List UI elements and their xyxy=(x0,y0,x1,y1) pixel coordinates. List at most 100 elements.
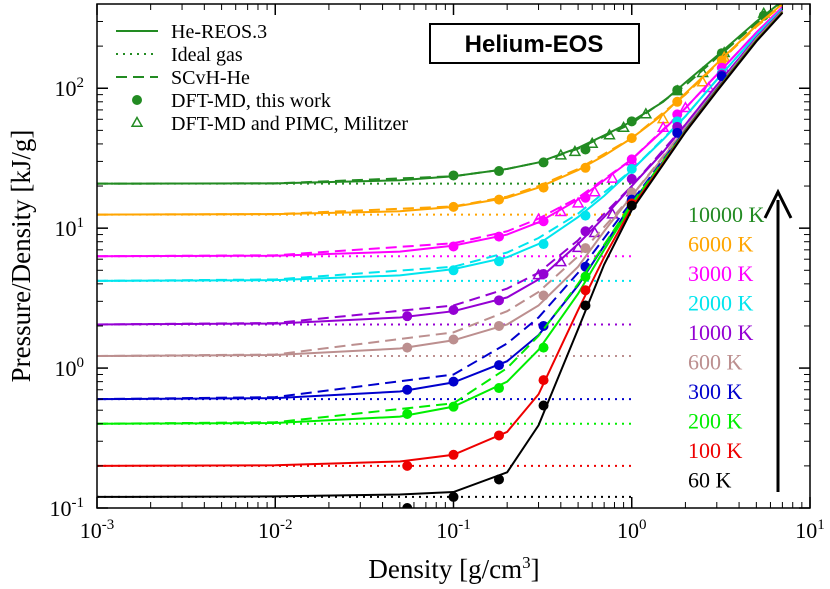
dft-point-600-k-0 xyxy=(402,342,413,353)
dft-point-200-k-3 xyxy=(538,342,549,353)
dft-point-6000-k-1 xyxy=(494,194,505,205)
y-tick-label: 10-1 xyxy=(50,495,85,521)
militzer-point-10000-k-4 xyxy=(617,120,630,133)
dft-point-2000-k-3 xyxy=(580,210,591,221)
x-tick-label: 100 xyxy=(617,517,647,543)
dft-point-3000-k-4 xyxy=(626,154,637,165)
chart-title-frame xyxy=(429,23,640,64)
militzer-point-3000-k-1 xyxy=(554,205,568,217)
temp-label-300-k: 300 K xyxy=(688,379,743,404)
dft-point-1000-k-2 xyxy=(494,295,505,306)
dft-point-10000-k-2 xyxy=(538,157,549,168)
x-tick-label: 10-2 xyxy=(258,517,293,543)
dft-point-2000-k-1 xyxy=(494,256,505,267)
militzer-point-10000-k-2 xyxy=(585,136,599,148)
dft-point-60-k-2 xyxy=(494,474,505,485)
dft-point-3000-k-3 xyxy=(580,192,591,203)
militzer-point-3000-k-2 xyxy=(571,196,585,208)
dft-point-100-k-2 xyxy=(494,430,505,441)
y-tick-label: 100 xyxy=(55,355,85,381)
temp-label-600-k: 600 K xyxy=(688,350,743,375)
militzer-point-3000-k-6 xyxy=(656,120,670,133)
plot-area xyxy=(97,4,784,508)
dft-point-300-k-7 xyxy=(716,71,727,82)
dft-point-300-k-0 xyxy=(402,384,413,395)
militzer-point-1000-k-2 xyxy=(571,241,585,253)
y-axis-label: Pressure/Density [kJ/g] xyxy=(6,130,36,383)
temp-label-3000-k: 3000 K xyxy=(688,261,754,286)
militzer-point-3000-k-3 xyxy=(588,185,601,197)
dft-point-10000-k-1 xyxy=(494,166,505,177)
dft-point-10000-k-0 xyxy=(448,170,459,181)
dft-point-2000-k-0 xyxy=(448,265,459,276)
dft-point-10000-k-3 xyxy=(580,144,591,155)
legend-he-reos-3-label: He-REOS.3 xyxy=(171,21,267,43)
dft-point-60-k-5 xyxy=(626,200,637,211)
dft-point-3000-k-5 xyxy=(672,109,683,120)
dft-point-1000-k-4 xyxy=(580,226,591,237)
y-tick-label: 102 xyxy=(55,75,85,101)
temp-label-200-k: 200 K xyxy=(688,409,743,434)
increase-arrow xyxy=(763,188,793,492)
militzer-point-3000-k-4 xyxy=(606,171,619,183)
temp-label-6000-k: 6000 K xyxy=(688,232,754,257)
x-tick-label: 10-1 xyxy=(436,517,471,543)
militzer-point-10000-k-0 xyxy=(554,148,568,160)
militzer-point-10000-k-1 xyxy=(568,145,582,157)
dft-point-100-k-1 xyxy=(448,449,459,460)
dft-point-2000-k-2 xyxy=(538,239,549,250)
dft-point-2000-k-4 xyxy=(626,163,637,174)
legend-dft-md-and-pimc-militzer-sample xyxy=(130,115,144,128)
increase-arrow-head xyxy=(763,188,793,219)
dft-point-6000-k-3 xyxy=(580,162,591,173)
temperature-labels: 10000 K 6000 K 3000 K 2000 K 1000 K 600 K 300 … xyxy=(688,202,765,493)
dft-point-60-k-3 xyxy=(538,400,549,411)
temp-label-10000-k: 10000 K xyxy=(688,202,765,227)
reos-line-2000-k xyxy=(97,8,784,282)
dft-point-6000-k-0 xyxy=(448,201,459,212)
x-tick-label: 10-3 xyxy=(80,517,115,543)
dft-point-600-k-3 xyxy=(538,290,549,301)
dft-point-60-k-1 xyxy=(448,491,459,502)
dft-point-10000-k-5 xyxy=(672,85,683,96)
militzer-point-10000-k-5 xyxy=(639,107,653,119)
dft-point-6000-k-2 xyxy=(538,182,549,193)
reos-line-6000-k xyxy=(97,4,784,216)
dft-point-6000-k-5 xyxy=(672,96,683,107)
temp-label-2000-k: 2000 K xyxy=(688,291,754,316)
militzer-point-10000-k-3 xyxy=(603,128,616,140)
dft-point-1000-k-3 xyxy=(538,269,549,280)
militzer-point-6000-k-1 xyxy=(696,75,709,87)
dft-point-6000-k-4 xyxy=(626,133,637,144)
x-axis-label: Density [g/cm3] xyxy=(368,553,539,584)
militzer-point-3000-k-7 xyxy=(679,101,692,113)
dft-point-200-k-2 xyxy=(494,383,505,394)
dft-point-60-k-4 xyxy=(580,300,591,311)
dft-point-200-k-4 xyxy=(580,271,591,282)
scvh-line-600-k xyxy=(97,10,784,357)
scvh-line-1000-k xyxy=(97,9,784,326)
dft-point-600-k-4 xyxy=(580,243,591,254)
x-tick-label: 101 xyxy=(795,517,825,543)
temp-label-60-k: 60 K xyxy=(688,468,732,493)
reos-line-3000-k xyxy=(97,6,784,258)
axes: 10-3 10-2 10-1 100 101 10-1 100 101 102 xyxy=(50,3,825,543)
dft-point-100-k-4 xyxy=(580,285,591,296)
dft-point-600-k-2 xyxy=(494,320,505,331)
dft-point-3000-k-1 xyxy=(494,231,505,242)
dft-point-1000-k-1 xyxy=(448,305,459,316)
dft-point-300-k-1 xyxy=(448,376,459,387)
dft-point-3000-k-2 xyxy=(538,216,549,227)
dft-point-300-k-6 xyxy=(672,127,683,138)
temp-label-100-k: 100 K xyxy=(688,438,743,463)
dft-point-100-k-0 xyxy=(402,460,413,471)
dft-point-300-k-3 xyxy=(538,320,549,331)
legend-ideal-gas-label: Ideal gas xyxy=(171,44,243,66)
dft-point-100-k-3 xyxy=(538,375,549,386)
temp-label-1000-k: 1000 K xyxy=(688,320,754,345)
legend-dft-md-this-work-label: DFT-MD, this work xyxy=(171,90,331,112)
legend-dft-md-this-work-sample xyxy=(132,95,142,105)
dft-point-600-k-5 xyxy=(626,187,637,198)
